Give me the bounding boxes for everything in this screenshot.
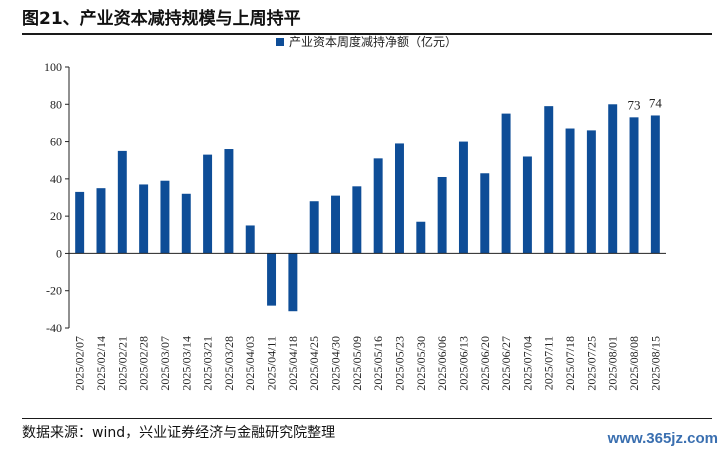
- x-tick-label: 2025/08/15: [648, 336, 662, 391]
- x-tick-label: 2025/07/25: [584, 336, 598, 391]
- bar: [181, 193, 191, 254]
- x-tick-label: 2025/02/14: [94, 336, 108, 391]
- y-tick-label: -20: [46, 284, 62, 298]
- legend-swatch: [276, 38, 284, 46]
- bar: [117, 150, 127, 254]
- bar: [608, 104, 618, 254]
- data-label: 73: [628, 97, 641, 112]
- y-tick-label: 60: [50, 135, 62, 149]
- x-tick-label: 2025/02/28: [137, 336, 151, 391]
- data-label: 74: [649, 95, 663, 110]
- x-tick-label: 2025/04/03: [243, 336, 257, 391]
- x-tick-label: 2025/05/30: [414, 336, 428, 391]
- bar: [309, 201, 319, 254]
- x-tick-label: 2025/05/23: [392, 336, 406, 391]
- x-tick-label: 2025/04/11: [265, 336, 279, 390]
- x-tick-label: 2025/03/07: [158, 336, 172, 391]
- x-tick-label: 2025/06/13: [456, 336, 470, 391]
- x-tick-label: 2025/04/25: [307, 336, 321, 391]
- bar: [203, 154, 213, 254]
- bar: [629, 117, 639, 254]
- bar: [395, 143, 404, 254]
- bar: [650, 115, 660, 254]
- x-tick-label: 2025/06/27: [499, 336, 513, 391]
- bar: [373, 158, 383, 254]
- bar: [75, 191, 85, 254]
- source-note: 数据来源：wind，兴业证券经济与金融研究院整理: [22, 425, 336, 441]
- y-tick-label: 80: [50, 97, 62, 111]
- x-tick-label: 2025/03/21: [201, 336, 215, 391]
- y-tick-label: 0: [56, 246, 62, 260]
- x-tick-label: 2025/03/14: [179, 336, 193, 391]
- x-tick-label: 2025/04/18: [286, 336, 300, 391]
- x-tick-label: 2025/07/11: [542, 336, 556, 390]
- watermark: www.365jz.com: [607, 430, 718, 447]
- source-divider: [22, 418, 712, 419]
- title-divider: [22, 33, 712, 35]
- bar: [352, 186, 362, 254]
- x-tick-label: 2025/08/08: [627, 336, 641, 391]
- x-tick-label: 2025/06/20: [478, 336, 492, 391]
- bar: [416, 221, 426, 254]
- x-tick-label: 2025/06/06: [435, 336, 449, 391]
- bar: [139, 184, 149, 254]
- y-tick-label: -40: [46, 321, 62, 335]
- bar: [522, 156, 532, 254]
- y-tick-label: 20: [50, 209, 62, 223]
- bar: [331, 195, 340, 254]
- x-tick-label: 2025/07/04: [520, 336, 534, 391]
- bar: [224, 149, 234, 254]
- bar: [501, 113, 511, 254]
- y-tick-label: 40: [50, 172, 62, 186]
- x-tick-label: 2025/05/09: [350, 336, 364, 391]
- x-tick-label: 2025/02/21: [115, 336, 129, 391]
- bar: [267, 253, 277, 306]
- bar: [96, 188, 106, 254]
- bar: [565, 128, 575, 254]
- x-tick-label: 2025/05/16: [371, 336, 385, 391]
- x-tick-label: 2025/04/30: [329, 336, 343, 391]
- x-tick-label: 2025/02/07: [73, 336, 87, 391]
- x-tick-label: 2025/07/18: [563, 336, 577, 391]
- bar: [437, 176, 447, 254]
- bar: [458, 141, 468, 254]
- bar: [586, 130, 596, 254]
- y-tick-label: 100: [44, 60, 62, 74]
- legend-label: 产业资本周度减持净额（亿元）: [289, 34, 457, 49]
- bar: [288, 253, 298, 312]
- bar: [245, 225, 255, 254]
- figure-title: 图21、产业资本减持规模与上周持平: [22, 9, 301, 29]
- x-tick-label: 2025/03/28: [222, 336, 236, 391]
- bar: [160, 180, 170, 254]
- x-tick-label: 2025/08/01: [606, 336, 620, 391]
- bar: [544, 106, 554, 254]
- bar: [480, 173, 490, 254]
